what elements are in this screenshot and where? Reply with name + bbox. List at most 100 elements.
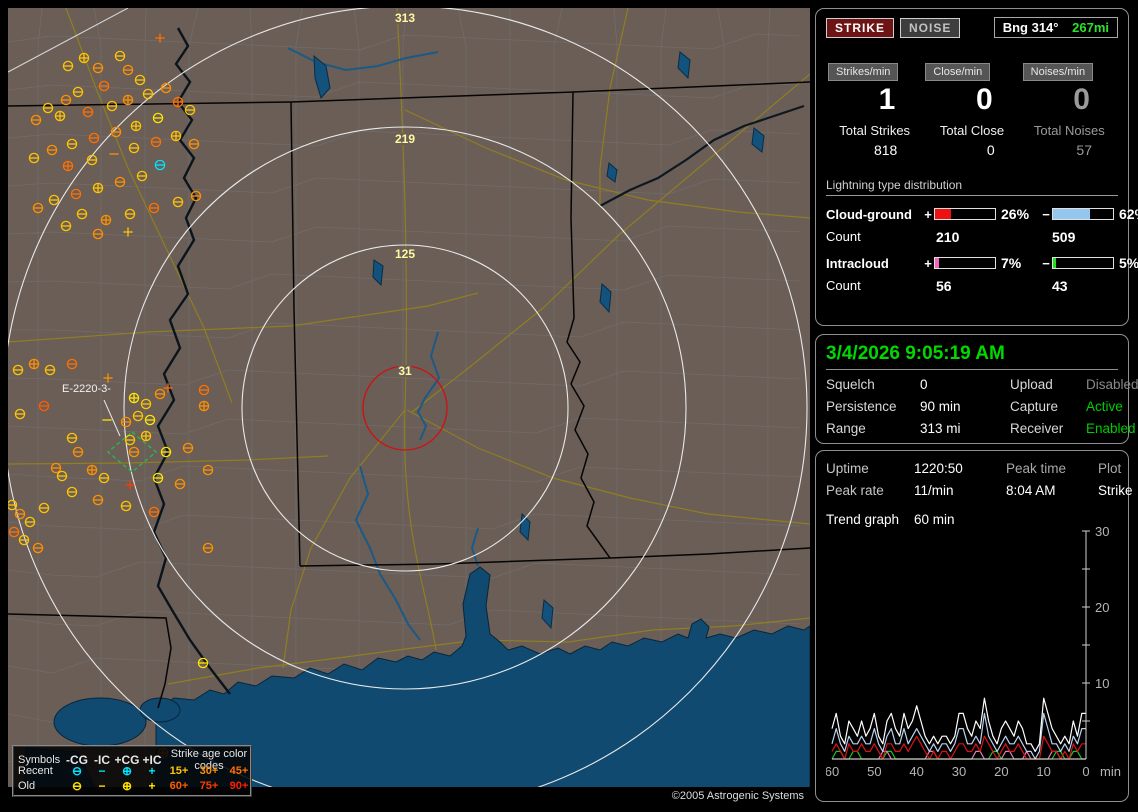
cg-pos-strike bbox=[140, 430, 152, 442]
ic-pos-recent-icon: + bbox=[148, 763, 156, 778]
cg-neg-strike bbox=[32, 202, 44, 214]
squelch-value: 0 bbox=[920, 377, 928, 392]
map-legend: Symbols -CG -IC +CG +IC Strike age color… bbox=[12, 745, 252, 797]
age-30: 30+ bbox=[199, 764, 219, 777]
plus-sign: + bbox=[924, 255, 932, 271]
cg-neg-recent-icon: ⊖ bbox=[71, 763, 83, 778]
cg-neg-strike bbox=[148, 202, 160, 214]
total-noises-value: 57 bbox=[1076, 142, 1092, 158]
strikes-per-min-column: Strikes/min 1 Total Strikes 818 bbox=[826, 62, 923, 158]
legend-col-ic-pos: +IC bbox=[142, 753, 162, 767]
cg-neg-strike bbox=[86, 154, 98, 166]
close-per-min-column: Close/min 0 Total Close 0 bbox=[923, 62, 1020, 158]
plot-mode-value: Strike bbox=[1098, 483, 1133, 498]
persistence-row: Persistence 90 min Capture Active bbox=[826, 399, 1123, 414]
cg-neg-strike bbox=[28, 152, 40, 164]
strike-toggle-button[interactable]: STRIKE bbox=[826, 17, 895, 38]
intracloud-label: Intracloud bbox=[826, 255, 889, 271]
cg-neg-strike bbox=[144, 414, 156, 426]
cg-pos-old-icon: ⊕ bbox=[121, 778, 133, 793]
plus-sign: + bbox=[924, 206, 932, 222]
ic-neg-old-icon: − bbox=[98, 778, 106, 793]
lightning-map[interactable]: E-2220-3- 313 219 125 31 ©2005 Astrogeni… bbox=[8, 8, 810, 805]
bearing-readout: Bng 314° 267mi bbox=[993, 17, 1118, 38]
bearing-value: Bng 314° bbox=[1002, 20, 1059, 35]
ic-pos-strike bbox=[125, 480, 135, 490]
cg-neg-strike bbox=[98, 80, 110, 92]
cg-neg-strike bbox=[174, 478, 186, 490]
cg-neg-strike bbox=[82, 106, 94, 118]
rivers bbox=[287, 47, 479, 641]
close-alarm-ring bbox=[362, 365, 448, 451]
close-per-min-chip: Close/min bbox=[925, 63, 991, 81]
cg-neg-pct: 62% bbox=[1119, 206, 1138, 222]
close-per-min-value: 0 bbox=[975, 83, 993, 116]
x-axis-unit: min bbox=[1100, 764, 1121, 779]
legend-col-cg-neg: -CG bbox=[66, 753, 88, 767]
ic-pos-old-icon: + bbox=[148, 778, 156, 793]
cg-neg-strike bbox=[128, 142, 140, 154]
cg-neg-strike bbox=[148, 506, 160, 518]
upload-status: Disabled bbox=[1086, 377, 1138, 392]
age-90: 90+ bbox=[229, 779, 249, 792]
cg-pos-strike bbox=[100, 214, 112, 226]
distribution-title: Lightning type distribution bbox=[826, 178, 1118, 196]
cg-neg-strike bbox=[122, 64, 134, 76]
map-boundary-line bbox=[8, 8, 129, 73]
trend-series-CG- bbox=[831, 712, 1086, 760]
cg-pos-strike bbox=[130, 120, 142, 132]
age-60: 60+ bbox=[169, 779, 189, 792]
minus-sign: − bbox=[1042, 255, 1050, 271]
cg-neg-strike bbox=[128, 446, 140, 458]
cg-neg-strike bbox=[12, 364, 24, 376]
cg-neg-strike bbox=[14, 508, 26, 520]
ring-label-125: 125 bbox=[395, 247, 415, 261]
ring-label-219: 219 bbox=[395, 132, 415, 146]
capture-label: Capture bbox=[1010, 399, 1059, 414]
cg-neg-strike bbox=[66, 358, 78, 370]
cg-neg-strike bbox=[60, 94, 72, 106]
x-tick-label: 10 bbox=[1036, 764, 1050, 779]
ic-pos-count: 56 bbox=[936, 278, 952, 294]
count-label: Count bbox=[826, 278, 861, 293]
bearing-range: 267mi bbox=[1072, 20, 1109, 35]
state-borders bbox=[8, 81, 810, 709]
range-value: 313 mi bbox=[920, 421, 961, 436]
tennessee-river bbox=[599, 104, 805, 207]
age-45: 45+ bbox=[229, 764, 249, 777]
cg-neg-strike bbox=[32, 542, 44, 554]
cg-neg-strike bbox=[72, 446, 84, 458]
persistence-value: 90 min bbox=[920, 399, 961, 414]
cg-neg-strike bbox=[98, 472, 110, 484]
cg-neg-strike bbox=[70, 188, 82, 200]
cg-neg-strike bbox=[184, 104, 196, 116]
county-lines bbox=[8, 8, 801, 805]
cg-pos-pct: 26% bbox=[1001, 206, 1030, 222]
total-close-label: Total Close bbox=[939, 123, 1005, 138]
trend-panel: Uptime 1220:50 Peak time Plot Peak rate … bbox=[815, 450, 1133, 802]
cg-neg-strike bbox=[50, 462, 62, 474]
cloud-ground-label: Cloud-ground bbox=[826, 206, 912, 222]
ic-pos-strike bbox=[123, 227, 133, 237]
range-label: Range bbox=[826, 421, 866, 436]
ring-label-313: 313 bbox=[395, 11, 415, 25]
cg-neg-strike bbox=[154, 159, 166, 171]
y-tick-label: 30 bbox=[1095, 527, 1109, 539]
cg-neg-strike bbox=[114, 50, 126, 62]
noise-toggle-button[interactable]: NOISE bbox=[900, 17, 961, 38]
cg-neg-strike bbox=[38, 502, 50, 514]
x-tick-label: 60 bbox=[826, 764, 839, 779]
cg-neg-strike bbox=[136, 170, 148, 182]
cg-neg-strike bbox=[202, 464, 214, 476]
legend-old-label: Old bbox=[18, 779, 36, 792]
total-noises-label: Total Noises bbox=[1033, 123, 1105, 138]
strikes-per-min-chip: Strikes/min bbox=[828, 63, 899, 81]
noises-per-min-value: 0 bbox=[1073, 83, 1090, 116]
cg-neg-strike bbox=[110, 126, 122, 138]
count-label: Count bbox=[826, 229, 861, 244]
cg-neg-strike bbox=[30, 114, 42, 126]
cg-neg-strike bbox=[92, 228, 104, 240]
cg-pos-recent-icon: ⊕ bbox=[121, 763, 133, 778]
cg-neg-strike bbox=[48, 194, 60, 206]
cg-neg-strike bbox=[24, 516, 36, 528]
